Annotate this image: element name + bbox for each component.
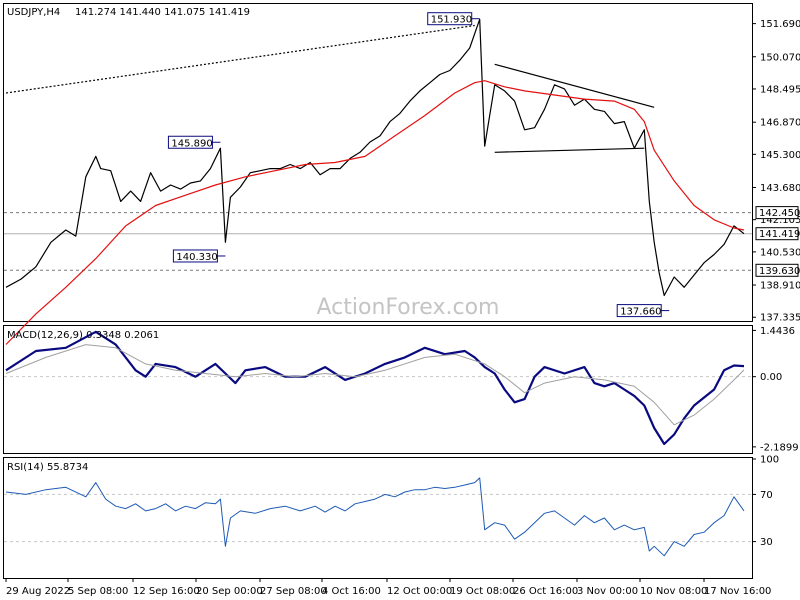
macd-line <box>5 330 745 446</box>
time-tick-label: 29 Aug 2022 <box>6 586 70 597</box>
time-tick-label: 5 Sep 08:00 <box>68 586 128 597</box>
level-tag-label: 142.450 <box>759 208 800 219</box>
macd-tick-label: 1.4436 <box>760 326 795 337</box>
current-price-label: 141.419 <box>759 229 800 240</box>
time-tick-label: 19 Oct 08:00 <box>450 586 515 597</box>
price-tick-label: 146.870 <box>760 118 800 129</box>
swing-label: 151.930 <box>431 15 472 26</box>
price-tick-label: 140.530 <box>760 247 800 258</box>
swing-label: 137.660 <box>620 307 661 318</box>
price-tick-label: 151.690 <box>760 19 800 30</box>
level-tag-box <box>755 206 799 220</box>
long-trendline <box>5 24 475 94</box>
macd-tick-label: 0.00 <box>760 372 782 383</box>
watermark: ActionForex.com <box>317 295 500 320</box>
trendline-3 <box>494 147 645 153</box>
rsi-line <box>5 477 745 557</box>
price-annotations: 151.930 145.890 140.330 137.660 <box>167 12 670 318</box>
level-tag-label: 139.630 <box>759 266 800 277</box>
level-tag-box <box>755 263 799 277</box>
rsi-panel <box>3 457 753 579</box>
swing-label: 145.890 <box>171 138 212 149</box>
price-tick-label: 138.910 <box>760 281 800 292</box>
ohlc-readout: 141.274 141.440 141.075 141.419 <box>75 7 250 18</box>
price-tick-label: 148.495 <box>760 84 800 95</box>
price-tick-label: 137.335 <box>760 313 800 324</box>
time-tick-label: 3 Nov 00:00 <box>577 586 638 597</box>
rsi-title: RSI(14) 55.8734 <box>7 462 88 473</box>
symbol-timeframe: USDJPY,H4 <box>7 7 60 18</box>
price-tick-label: 143.680 <box>760 183 800 194</box>
time-tick-label: 10 Nov 08:00 <box>640 586 707 597</box>
time-tick-label: 17 Nov 16:00 <box>704 586 771 597</box>
time-tick-label: 4 Oct 16:00 <box>322 586 381 597</box>
swing-label: 140.330 <box>176 252 217 263</box>
time-tick-label: 20 Sep 00:00 <box>196 586 263 597</box>
price-tick-label: 150.070 <box>760 52 800 63</box>
rsi-series <box>4 477 752 557</box>
macd-series <box>4 330 752 446</box>
ema-line <box>5 80 745 345</box>
rsi-tick-label: 30 <box>760 537 773 548</box>
trendline-2 <box>494 63 655 108</box>
current-price-box <box>755 227 799 241</box>
axis-labels: 151.690 150.070 148.495 146.870 145.300 143.6… <box>5 19 800 597</box>
price-panel <box>3 3 753 322</box>
macd-signal-line <box>5 344 745 426</box>
time-tick-label: 26 Oct 16:00 <box>513 586 578 597</box>
price-tick-label: 145.300 <box>760 150 800 161</box>
price-line <box>5 18 745 297</box>
time-tick-label: 12 Oct 00:00 <box>387 586 452 597</box>
macd-tick-label: -2.1899 <box>760 442 799 453</box>
price-levels <box>4 212 752 271</box>
price-series <box>5 18 745 345</box>
rsi-tick-label: 100 <box>760 455 779 466</box>
macd-title: MACD(12,26,9) 0.3348 0.2061 <box>7 330 159 341</box>
time-tick-label: 12 Sep 16:00 <box>133 586 200 597</box>
macd-panel <box>3 325 753 454</box>
rsi-tick-label: 70 <box>760 490 773 501</box>
price-tick-label: 142.105 <box>760 215 800 226</box>
time-tick-label: 27 Sep 08:00 <box>260 586 327 597</box>
